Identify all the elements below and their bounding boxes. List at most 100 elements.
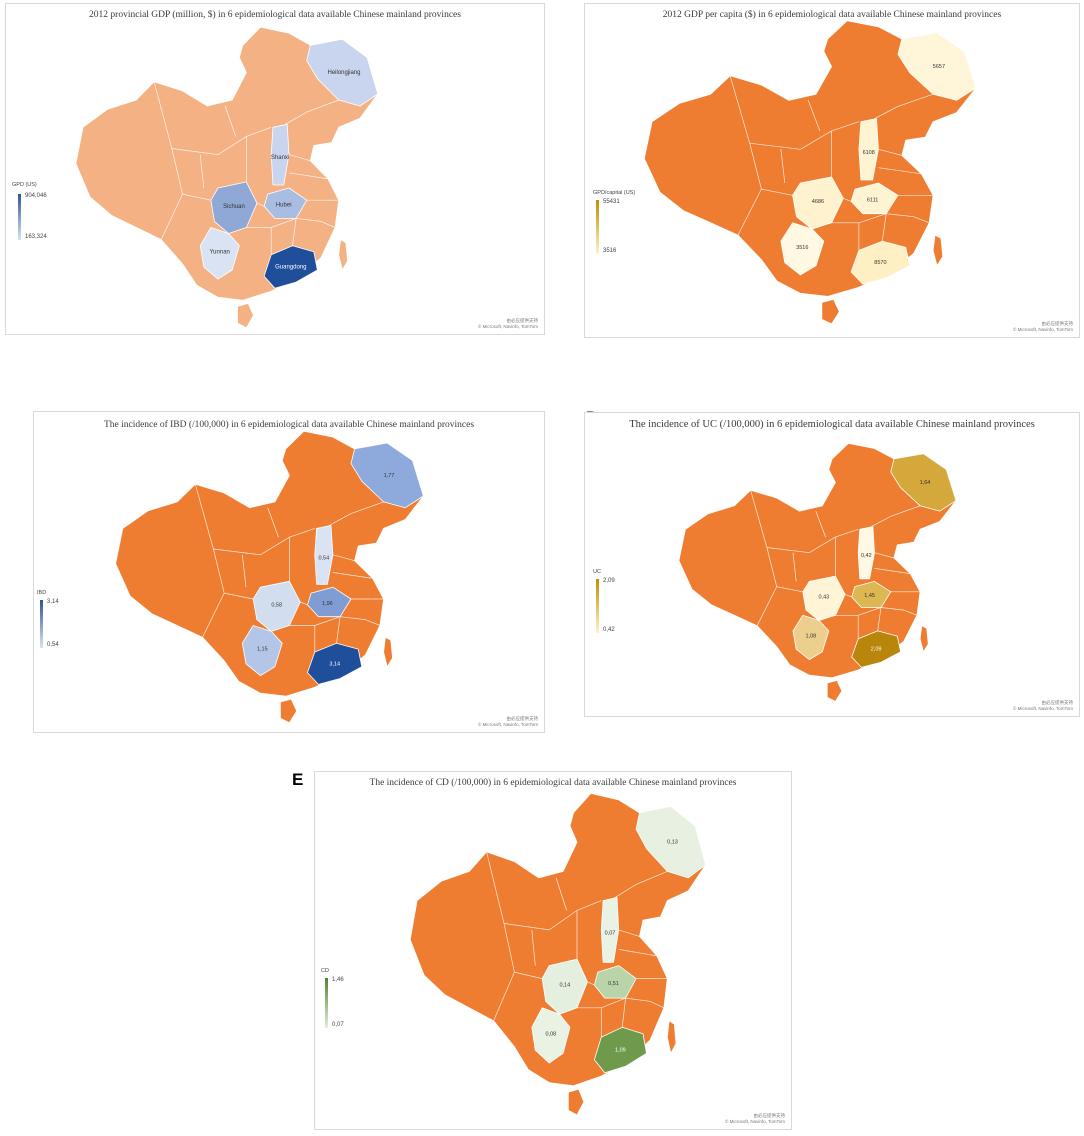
province-label-yunnan: 0,08 bbox=[546, 1031, 557, 1037]
province-border bbox=[881, 213, 887, 242]
province-border bbox=[241, 554, 247, 588]
province-border bbox=[194, 484, 225, 638]
panel-d-map: 1,64 0,42 0,43 1,45 1,08 2,09 bbox=[678, 442, 957, 702]
province-label-hubei: 0,51 bbox=[608, 981, 619, 987]
credit-line-1: 由必应提供支持 bbox=[506, 318, 539, 323]
province-label-shanxi: 6108 bbox=[863, 150, 875, 156]
province-label-yunnan: Yunnan bbox=[210, 249, 230, 255]
province-label-hubei: 1,96 bbox=[322, 601, 333, 607]
province-sichuan bbox=[210, 181, 258, 234]
credit-line-1: 由必应提供支持 bbox=[753, 1113, 786, 1118]
province-yunnan bbox=[531, 1007, 571, 1064]
province-border bbox=[292, 218, 297, 246]
province-border bbox=[618, 929, 640, 937]
province-border bbox=[750, 490, 778, 626]
legend-title: GPD/capital (US) bbox=[593, 190, 636, 196]
province-label-guangdong: Guangdong bbox=[275, 264, 306, 270]
legend-min: 0,42 bbox=[603, 627, 615, 633]
province-border bbox=[835, 607, 882, 616]
province-heilongjiang bbox=[350, 442, 424, 509]
province-border bbox=[871, 505, 921, 528]
province-label-guangdong: 8570 bbox=[874, 260, 886, 266]
province-label-hubei: 1,45 bbox=[864, 593, 875, 599]
province-label-hubei: 6111 bbox=[867, 197, 878, 203]
province-border bbox=[182, 193, 211, 201]
panel-a-map: Heilongjiang Shanxi Sichuan Hubei Yunnan Guan… bbox=[75, 26, 379, 329]
panel-e-title: The incidence of CD (/100,000) in 6 epid… bbox=[369, 778, 737, 788]
taiwan-region bbox=[338, 239, 349, 271]
province-border bbox=[332, 572, 373, 579]
province-border bbox=[815, 510, 826, 538]
province-hubei bbox=[307, 586, 352, 618]
legend-color-bar bbox=[596, 579, 599, 633]
province-hubei bbox=[850, 182, 899, 215]
credit-line-1: 由必应提供支持 bbox=[506, 716, 539, 721]
province-border bbox=[332, 554, 355, 562]
map-credit: 由必应提供支持 © Microsoft, Navinfo, TomTom bbox=[725, 1113, 785, 1125]
province-border bbox=[288, 154, 311, 162]
province-border bbox=[621, 998, 626, 1028]
province-heilongjiang bbox=[635, 806, 707, 879]
province-yunnan bbox=[780, 222, 825, 276]
province-hubei bbox=[593, 965, 637, 999]
taiwan-region bbox=[932, 234, 944, 267]
province-yunnan bbox=[241, 625, 283, 677]
province-border bbox=[213, 528, 315, 556]
credit-line-2: © Microsoft, Navinfo, TomTom bbox=[478, 324, 538, 329]
province-sichuan bbox=[252, 580, 301, 632]
province-label-heilongjiang: 1,64 bbox=[920, 480, 931, 486]
province-shanxi bbox=[314, 525, 334, 585]
province-border bbox=[171, 126, 272, 155]
legend-title: UC bbox=[593, 569, 601, 575]
province-label-hubei: Hubei bbox=[276, 202, 292, 208]
province-label-heilongjiang: 0,13 bbox=[667, 840, 678, 846]
hainan-region bbox=[567, 1088, 585, 1116]
province-label-yunnan: 1,08 bbox=[806, 634, 817, 640]
panel-b-map: 5657 6108 4686 6111 3516 8570 bbox=[643, 20, 977, 325]
province-border bbox=[766, 528, 859, 554]
province-border bbox=[874, 552, 895, 559]
credit-line-2: © Microsoft, Navinfo, TomTom bbox=[478, 722, 538, 727]
province-yunnan bbox=[792, 614, 830, 661]
panel-d-title: The incidence of UC (/100,000) in 6 epid… bbox=[629, 419, 1035, 430]
province-border bbox=[340, 616, 381, 626]
province-border bbox=[729, 75, 762, 236]
taiwan-region bbox=[919, 625, 929, 653]
province-border bbox=[625, 997, 665, 1009]
province-label-sichuan: 4686 bbox=[812, 199, 824, 205]
province-border bbox=[285, 99, 339, 125]
province-border bbox=[615, 871, 668, 898]
credit-line-2: © Microsoft, Navinfo, TomTom bbox=[725, 1119, 785, 1124]
province-guangdong bbox=[263, 245, 318, 289]
province-border bbox=[587, 981, 595, 986]
legend-min: 0,54 bbox=[47, 642, 59, 648]
province-border bbox=[288, 172, 329, 180]
panel-a-gdp-map: 2012 provincial GDP (million, $) in 6 ep… bbox=[5, 3, 545, 335]
province-border bbox=[486, 851, 515, 1021]
legend-color-bar bbox=[40, 600, 43, 648]
legend-title: CD bbox=[321, 968, 329, 974]
legend-color-bar bbox=[18, 194, 21, 240]
province-border bbox=[792, 552, 797, 582]
panel-c-title: The incidence of IBD (/100,000) in 6 epi… bbox=[103, 420, 475, 430]
panel-e-map: 0,13 0,07 0,14 0,51 0,08 1,09 bbox=[409, 792, 707, 1116]
panel-a-title: 2012 provincial GDP (million, $) in 6 ep… bbox=[89, 10, 461, 20]
province-label-shanxi: Shanxi bbox=[271, 155, 289, 161]
province-border bbox=[780, 149, 786, 184]
legend-min: 3516 bbox=[603, 248, 617, 254]
province-label-heilongjiang: Heilongjiang bbox=[327, 70, 360, 76]
province-heilongjiang bbox=[306, 38, 379, 107]
province-yunnan bbox=[199, 227, 240, 280]
legend-title: GPD (US) bbox=[12, 182, 37, 188]
province-shanxi bbox=[858, 118, 879, 181]
province-heilongjiang bbox=[890, 453, 957, 512]
map-credit: 由必应提供支持 © Microsoft, Navinfo, TomTom bbox=[478, 318, 538, 330]
province-border bbox=[877, 607, 882, 631]
province-guangdong bbox=[307, 642, 363, 685]
province-shanxi bbox=[270, 123, 290, 186]
panel-b-title: 2012 GDP per capita ($) in 6 epidemiolog… bbox=[662, 10, 1002, 20]
province-guangdong bbox=[593, 1026, 647, 1074]
province-border bbox=[761, 188, 793, 196]
legend-max: 904,046 bbox=[25, 193, 47, 199]
province-label-shanxi: 0,07 bbox=[605, 931, 616, 937]
